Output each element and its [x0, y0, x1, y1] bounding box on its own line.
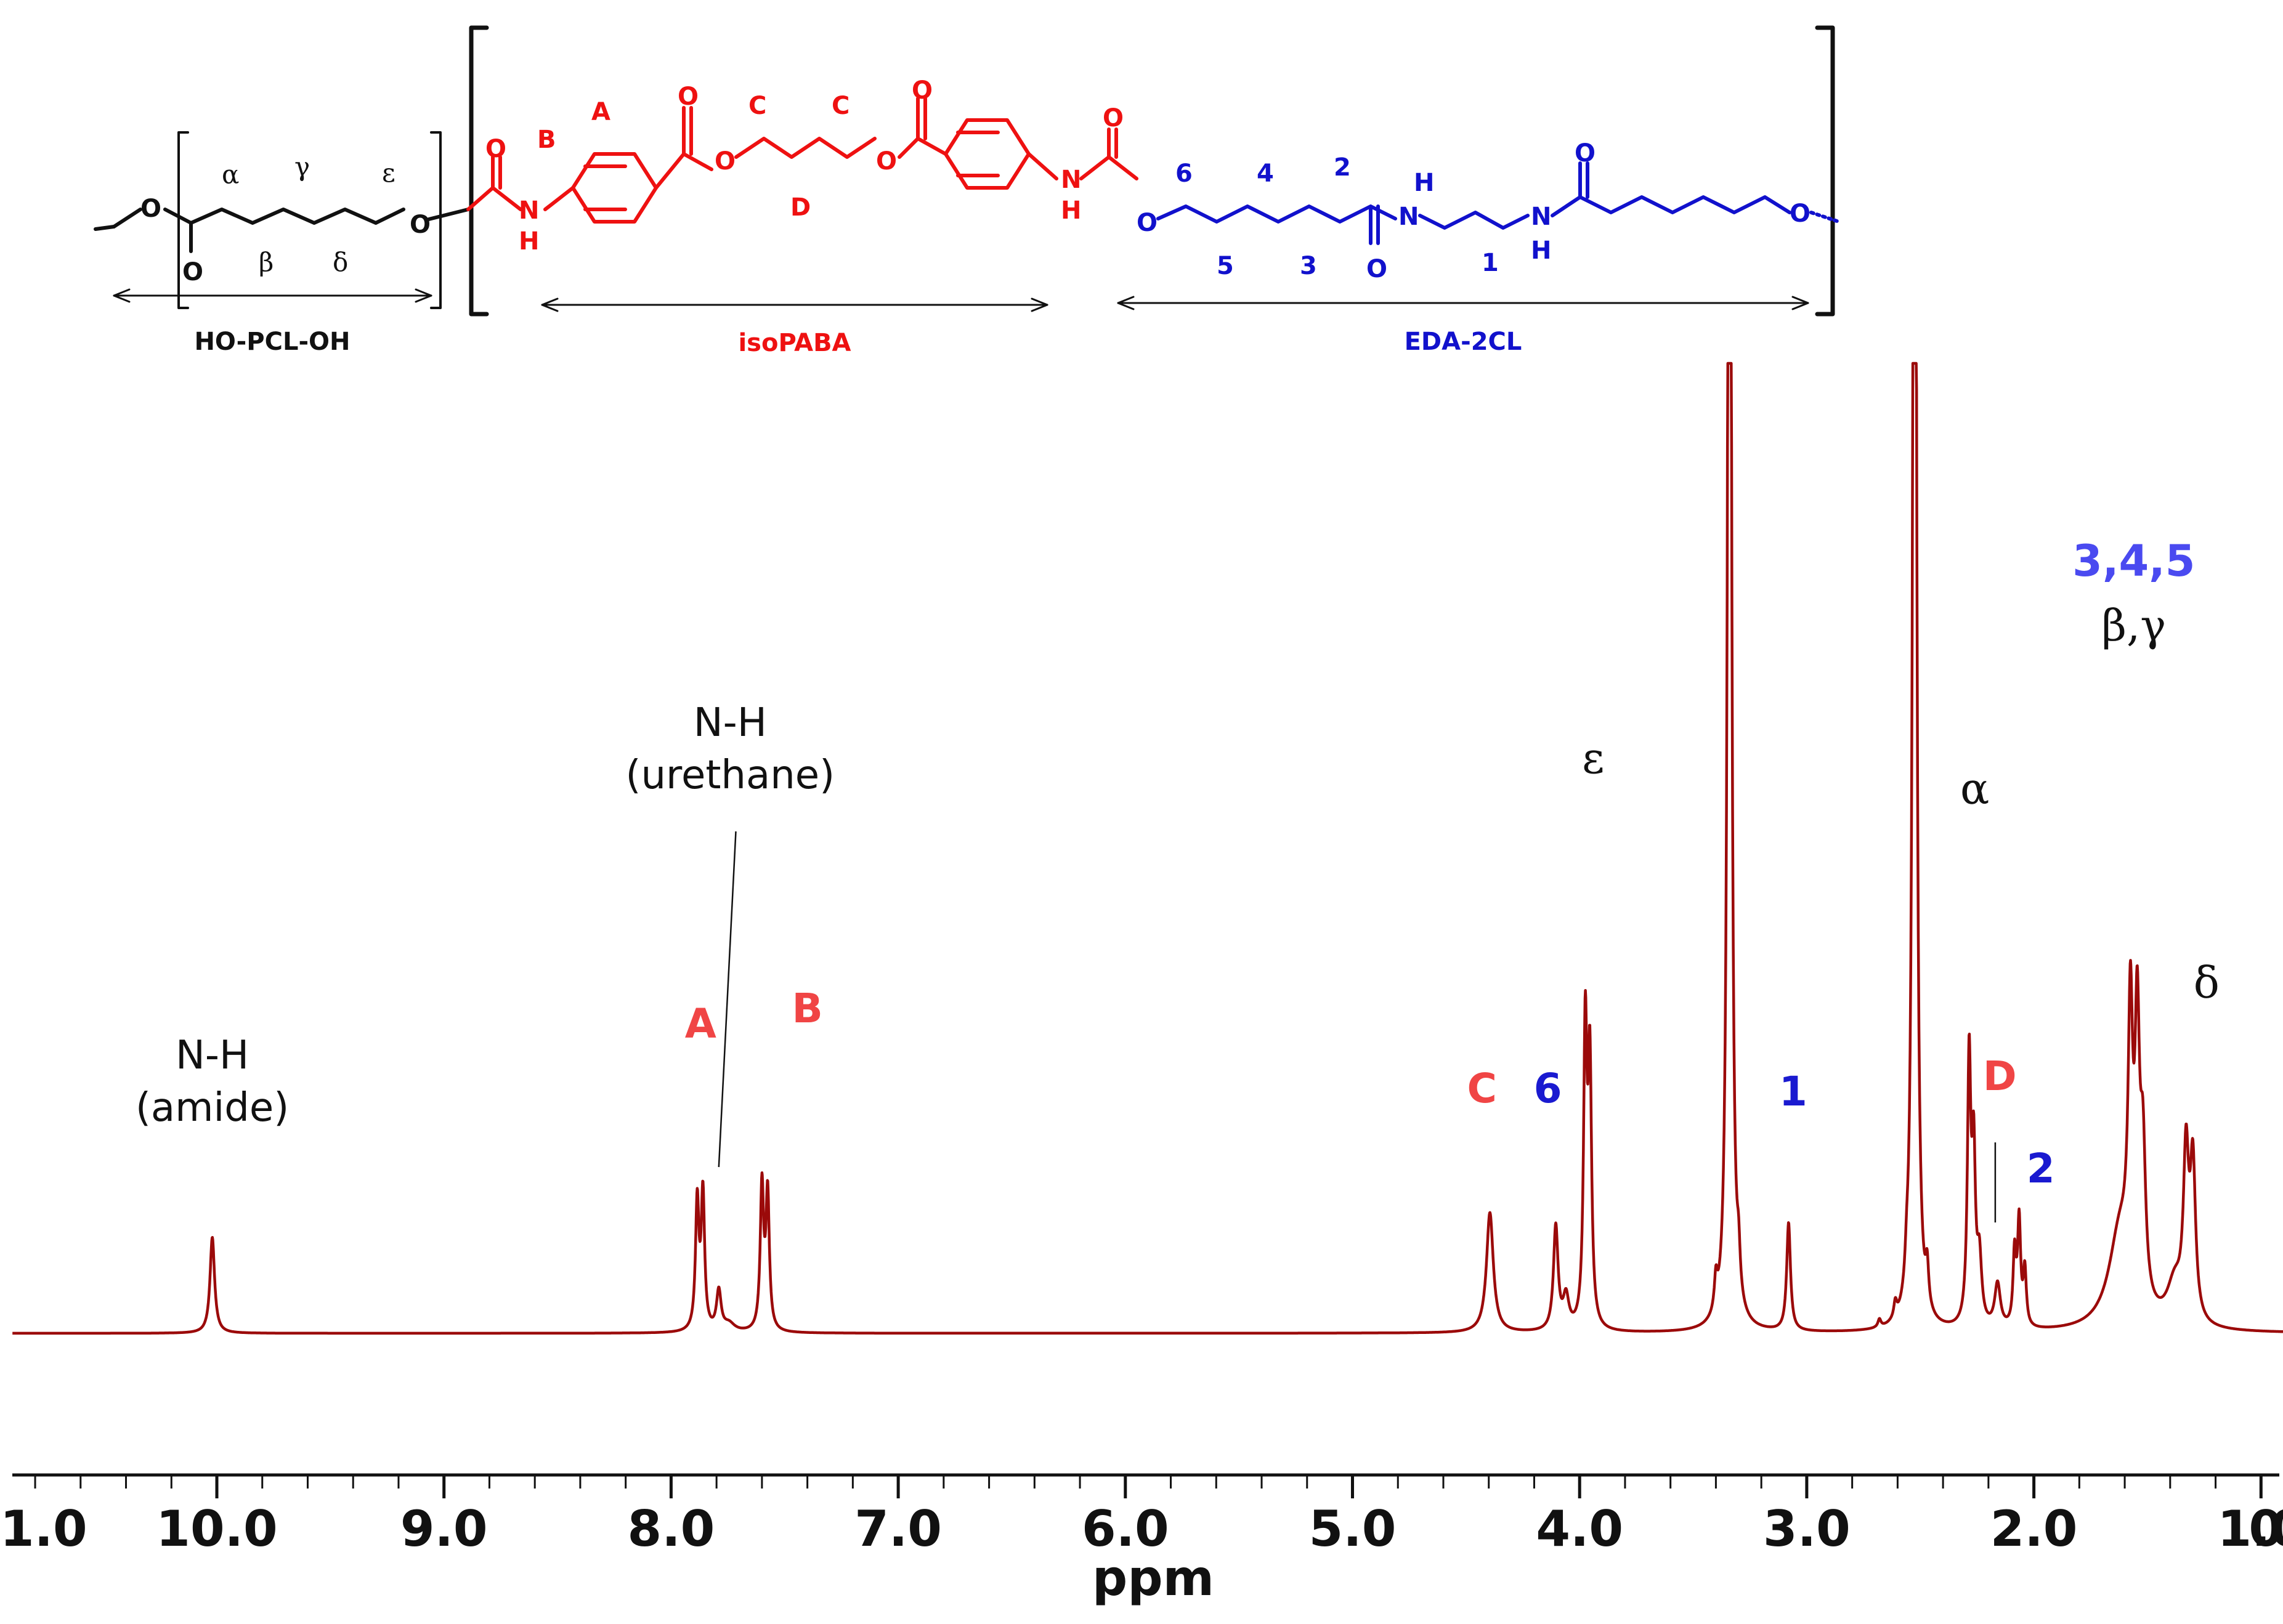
blue-o-1: O [1137, 209, 1158, 237]
structure-labels: O O O α γ ε β δ O N H B A O O C C D O O … [140, 76, 1811, 357]
blue-3: 3 [1300, 252, 1317, 280]
pcl-epsilon: ε [382, 158, 395, 188]
blue-4: 4 [1257, 160, 1274, 188]
urethane-leader-line [718, 831, 737, 1168]
label-D: D [790, 193, 811, 222]
annotation-a: A [685, 1000, 716, 1048]
red-o-2: O [678, 83, 699, 111]
x-axis-tick-labels: 1.010.09.08.07.06.05.04.03.02.01.00 [0, 1500, 2283, 1557]
blue-n-1: N [1398, 203, 1419, 231]
label-C1: C [748, 92, 766, 120]
x-tick-label: 8.0 [628, 1500, 715, 1557]
annotation-delta: δ [2194, 958, 2220, 1008]
annotation-nh-urethane-line1: N-H [694, 700, 767, 746]
annotation-1: 1 [1779, 1068, 1807, 1115]
segment-eda2cl: EDA-2CL [1405, 328, 1522, 356]
blue-o-4: O [1790, 200, 1811, 228]
annotation-3-4-5: 3,4,5 [2072, 536, 2195, 586]
annotation-beta-gamma: β,γ [2102, 600, 2167, 651]
pcl-alpha: α [222, 160, 239, 190]
x-tick-label: 2.0 [1990, 1500, 2078, 1557]
red-h-1: H [519, 227, 539, 256]
annotation-alpha: α [1960, 764, 1989, 814]
spectrum [11, 362, 2283, 1335]
x-tick-label: 7.0 [854, 1500, 942, 1557]
x-tick-label: 1.0 [2217, 1500, 2283, 1557]
annotation-6: 6 [1534, 1065, 1562, 1112]
pcl-bracket-left [177, 131, 189, 309]
annotation-c: C [1467, 1065, 1496, 1112]
blue-o-2: O [1366, 255, 1387, 283]
pcl-beta: β [259, 247, 274, 277]
spectrum-line [11, 362, 2283, 1335]
red-h-2: H [1061, 196, 1081, 225]
eda2cl-structure [1156, 161, 1841, 245]
blue-n-2: N [1531, 203, 1551, 231]
annotation-epsilon: ε [1582, 733, 1604, 783]
annotation-nh-urethane-line2: (urethane) [626, 753, 835, 798]
red-o-4: O [876, 147, 897, 176]
red-o-5: O [912, 76, 933, 105]
red-n-1: N [519, 196, 539, 225]
annotation-b: B [792, 985, 822, 1032]
x-tick-label: 5.0 [1309, 1500, 1397, 1557]
annotation-nh-amide-line2: (amide) [136, 1085, 289, 1131]
blue-o-3: O [1575, 139, 1596, 168]
annotation-2: 2 [2027, 1145, 2055, 1192]
x-tick-label: 4.0 [1536, 1500, 1623, 1557]
x-axis-title: ppm [1092, 1549, 1214, 1607]
blue-6: 6 [1175, 160, 1193, 188]
x-tick-label: 10.0 [156, 1500, 277, 1557]
segment-hopclo: HO-PCL-OH [194, 328, 350, 356]
x-tick-label: 0 [2249, 1500, 2283, 1557]
pcl-delta: δ [333, 247, 348, 277]
x-axis-major-ticks [215, 1475, 2263, 1498]
red-o-1: O [485, 135, 506, 163]
x-tick-label: 3.0 [1763, 1500, 1851, 1557]
peak-annotations: N-H (amide) N-H (urethane) A B C 6 ε 1 α… [136, 536, 2220, 1192]
molecular-structure [94, 25, 1841, 317]
pcl-o-left: O [140, 195, 161, 223]
x-tick-label: 6.0 [1082, 1500, 1169, 1557]
annotation-d: D [1983, 1052, 2017, 1100]
pcl-o-right: O [410, 211, 431, 239]
blue-1: 1 [1482, 249, 1499, 277]
x-axis: 1.010.09.08.07.06.05.04.03.02.01.00 ppm [0, 1473, 2283, 1607]
blue-h-2: H [1531, 236, 1551, 265]
pcl-chain [112, 208, 405, 228]
segment-isopaba: isoPABA [738, 329, 851, 357]
segment-arrows [113, 288, 1809, 312]
methyl-end [94, 225, 116, 231]
x-tick-label: 9.0 [400, 1500, 488, 1557]
label-B: B [537, 126, 556, 154]
red-o-3: O [715, 147, 736, 176]
red-o-6: O [1103, 104, 1124, 132]
blue-5: 5 [1217, 252, 1234, 280]
pcl-gamma: γ [294, 151, 310, 182]
leader-lines [718, 831, 1997, 1222]
pcl-bracket-right [430, 131, 442, 309]
pcl-carbonyl-o: O [182, 258, 203, 286]
label-C2: C [832, 92, 850, 120]
pcl-link [427, 208, 470, 221]
label-A: A [591, 98, 610, 126]
polymer-bracket-right [1815, 25, 1835, 317]
isopaba-structure [466, 97, 1138, 224]
polymer-bracket-left [469, 25, 489, 317]
blue-2: 2 [1334, 153, 1351, 182]
x-tick-label: 1.0 [0, 1500, 87, 1557]
annotation-nh-amide-line1: N-H [176, 1033, 249, 1078]
blue-h-1: H [1414, 169, 1434, 197]
x-axis-minor-ticks [34, 1475, 2217, 1489]
red-n-2: N [1061, 166, 1081, 194]
